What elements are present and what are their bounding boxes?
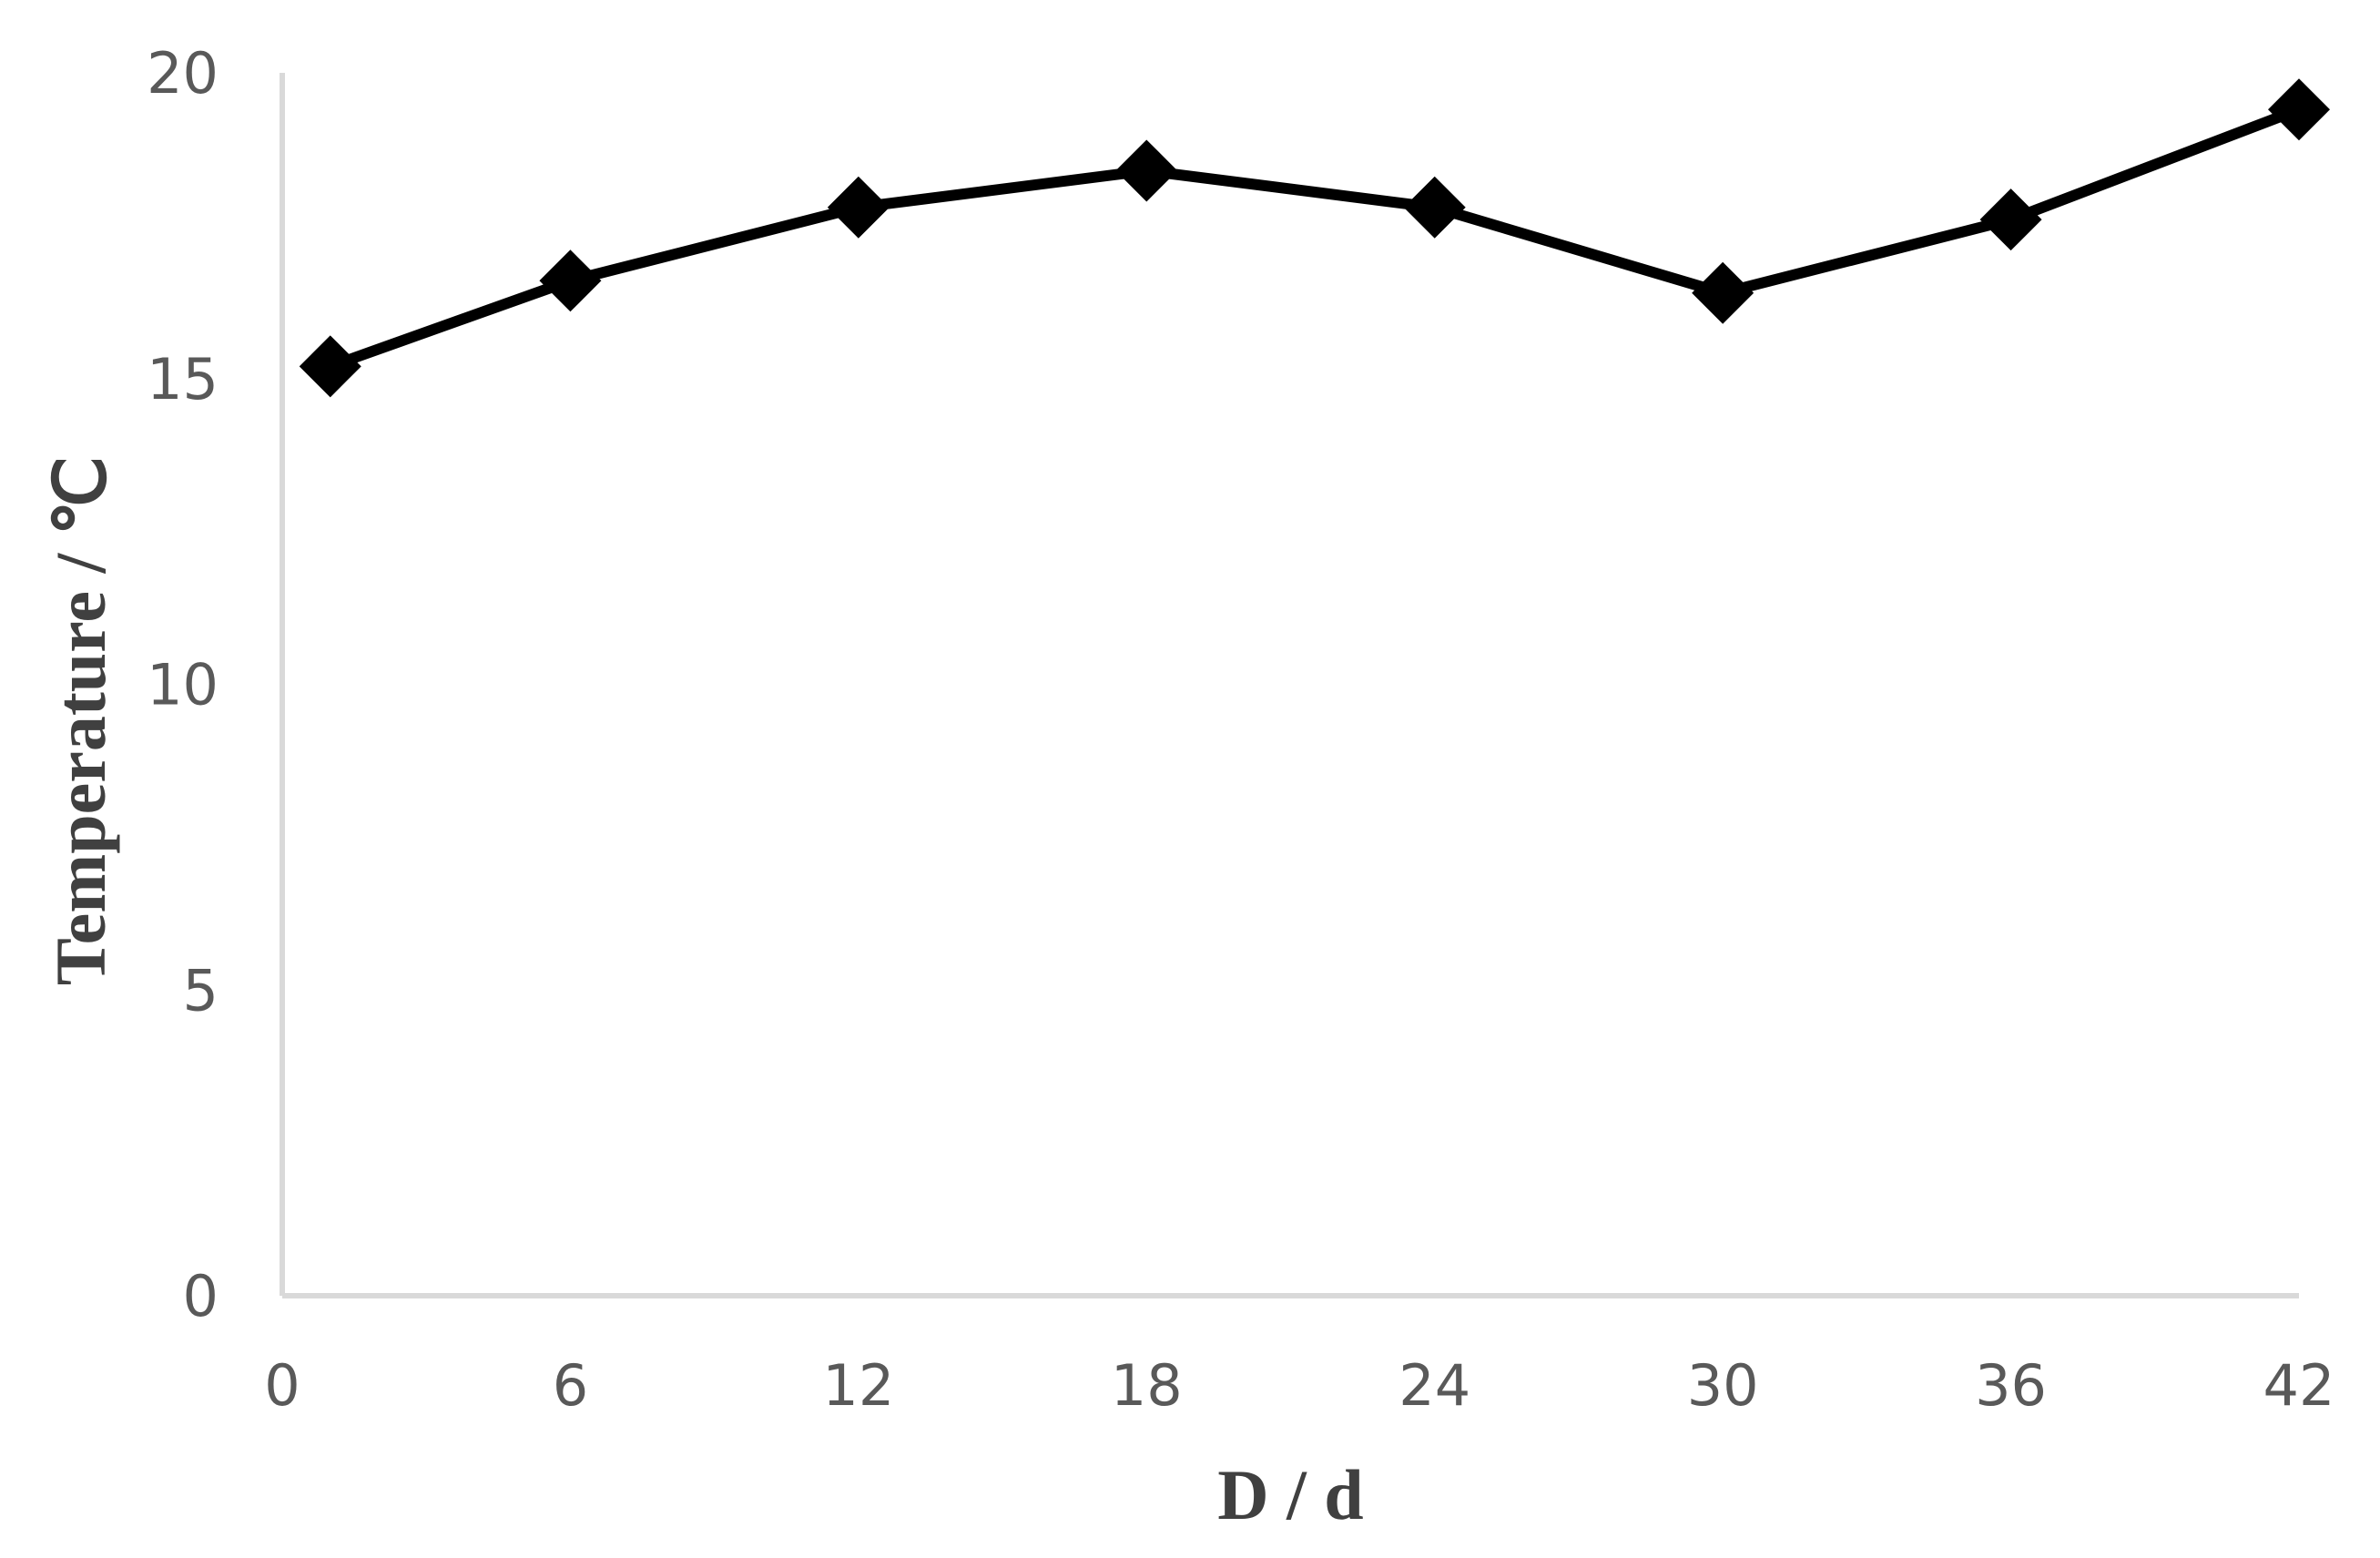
x-tick-label: 42	[2263, 1352, 2335, 1419]
y-axis-title: Temperature / ℃	[41, 456, 120, 986]
x-tick-label: 0	[264, 1352, 300, 1419]
y-tick-label: 5	[183, 957, 219, 1023]
x-tick-label: 36	[1975, 1352, 2047, 1419]
data-point-marker	[539, 249, 602, 312]
x-tick-labels: 0 6 12 18 24 30 36 42	[264, 1352, 2334, 1419]
x-tick-label: 6	[553, 1352, 588, 1419]
data-point-marker	[299, 335, 361, 398]
y-tick-label: 20	[147, 40, 219, 107]
x-tick-label: 30	[1687, 1352, 1759, 1419]
y-tick-labels: 0 5 10 15 20	[147, 40, 219, 1329]
x-tick-label: 12	[822, 1352, 894, 1419]
series-line	[328, 104, 2302, 372]
plot-area: 0 5 10 15 20 0 6 12 18 24 30 36 42	[147, 40, 2334, 1419]
data-point-marker	[1115, 139, 1178, 202]
series-group	[299, 78, 2330, 398]
y-tick-label: 10	[147, 652, 219, 718]
x-tick-label: 24	[1399, 1352, 1470, 1419]
x-tick-label: 18	[1111, 1352, 1183, 1419]
data-point-marker	[2268, 78, 2330, 141]
data-point-marker	[1979, 188, 2042, 251]
data-point-marker	[1692, 261, 1754, 324]
y-tick-label: 15	[147, 346, 219, 412]
data-point-marker	[827, 176, 890, 239]
data-point-marker	[1403, 176, 1466, 239]
y-tick-label: 0	[183, 1263, 219, 1329]
x-axis-title: D / d	[1217, 1455, 1363, 1534]
